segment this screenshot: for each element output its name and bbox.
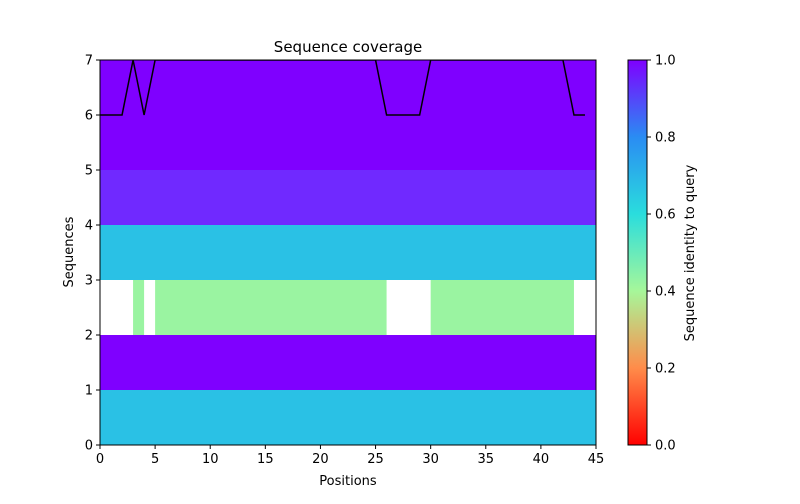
heatmap-cell	[430, 280, 574, 335]
heatmap-cell	[100, 170, 596, 225]
heatmap-cell	[100, 335, 596, 390]
y-tick-label: 5	[85, 164, 93, 179]
x-tick-label: 45	[588, 452, 605, 467]
x-axis-label: Positions	[319, 474, 377, 489]
x-tick-label: 40	[533, 452, 550, 467]
heatmap-cell	[100, 390, 596, 445]
heatmap-cell	[155, 280, 387, 335]
x-tick-label: 0	[96, 452, 104, 467]
colorbar-label: Sequence identity to query	[683, 164, 698, 341]
x-tick-label: 10	[202, 452, 219, 467]
chart-title: Sequence coverage	[274, 38, 422, 56]
y-tick-label: 0	[85, 439, 93, 454]
colorbar-tick-label: 0.0	[655, 439, 676, 454]
heatmap-cells	[100, 60, 596, 445]
x-tick-label: 30	[422, 452, 439, 467]
y-tick-label: 4	[85, 219, 93, 234]
heatmap-cell	[100, 225, 596, 280]
y-tick-label: 3	[85, 274, 93, 289]
colorbar-tick-label: 1.0	[655, 54, 676, 69]
y-tick-label: 6	[85, 109, 93, 124]
colorbar	[627, 59, 648, 446]
x-tick-label: 35	[478, 452, 495, 467]
y-axis-ticks: 0 1 2 3 4 5 6 7	[85, 54, 100, 454]
heatmap-cell	[100, 60, 596, 115]
plot-frame	[99, 59, 597, 446]
x-tick-label: 5	[151, 452, 159, 467]
y-axis-label: Sequences	[62, 216, 77, 287]
colorbar-tick-label: 0.2	[655, 362, 676, 377]
x-tick-label: 20	[312, 452, 329, 467]
x-tick-label: 25	[367, 452, 384, 467]
colorbar-tick-label: 0.4	[655, 285, 676, 300]
colorbar-tick-label: 0.6	[655, 208, 676, 223]
colorbar-tick-label: 0.8	[655, 131, 676, 146]
heatmap-cell	[133, 280, 145, 335]
x-axis-ticks: 0 5 10 15 20 25 30 35 40 45	[96, 445, 604, 467]
y-tick-label: 7	[85, 54, 93, 69]
y-tick-label: 1	[85, 384, 93, 399]
colorbar-ticks: 0.0 0.2 0.4 0.6 0.8 1.0	[647, 54, 676, 454]
x-tick-label: 15	[257, 452, 274, 467]
y-tick-label: 2	[85, 329, 93, 344]
heatmap-cell	[100, 115, 596, 170]
